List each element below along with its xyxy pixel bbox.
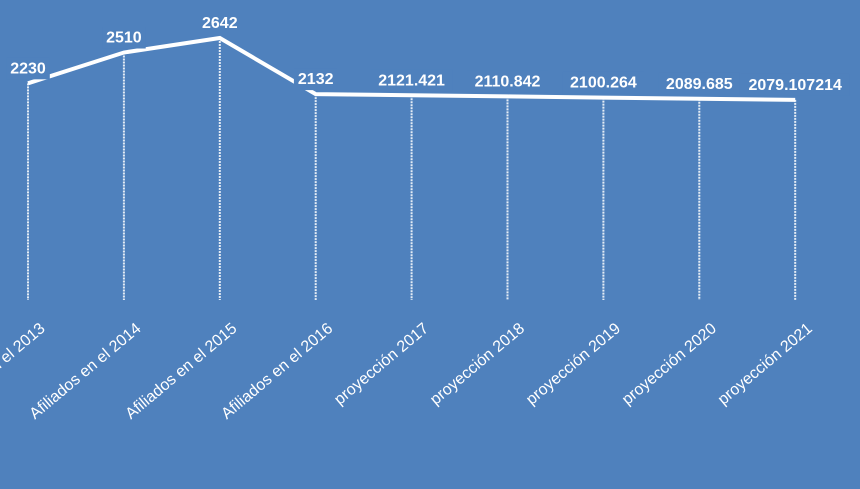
data-label: 2100.264 xyxy=(570,75,637,92)
data-label: 2121.421 xyxy=(378,72,445,89)
data-label-bg xyxy=(198,12,242,34)
data-label: 2642 xyxy=(202,15,238,32)
data-label-bg xyxy=(562,71,644,94)
data-label-bg xyxy=(466,70,549,93)
data-label-bg xyxy=(293,68,338,91)
data-label: 2132 xyxy=(298,71,334,88)
data-label: 2089.685 xyxy=(666,76,733,93)
data-label-bg xyxy=(658,72,740,95)
series-line xyxy=(27,35,796,102)
data-label: 2510 xyxy=(106,30,142,47)
data-label: 2230 xyxy=(10,60,46,77)
data-label: 2079.107214 xyxy=(748,77,842,94)
data-label-bg xyxy=(6,57,50,80)
data-label-bg xyxy=(740,73,850,96)
data-label: 2110.842 xyxy=(475,73,541,90)
data-label-bg xyxy=(102,26,146,49)
data-label-bg xyxy=(371,69,453,92)
